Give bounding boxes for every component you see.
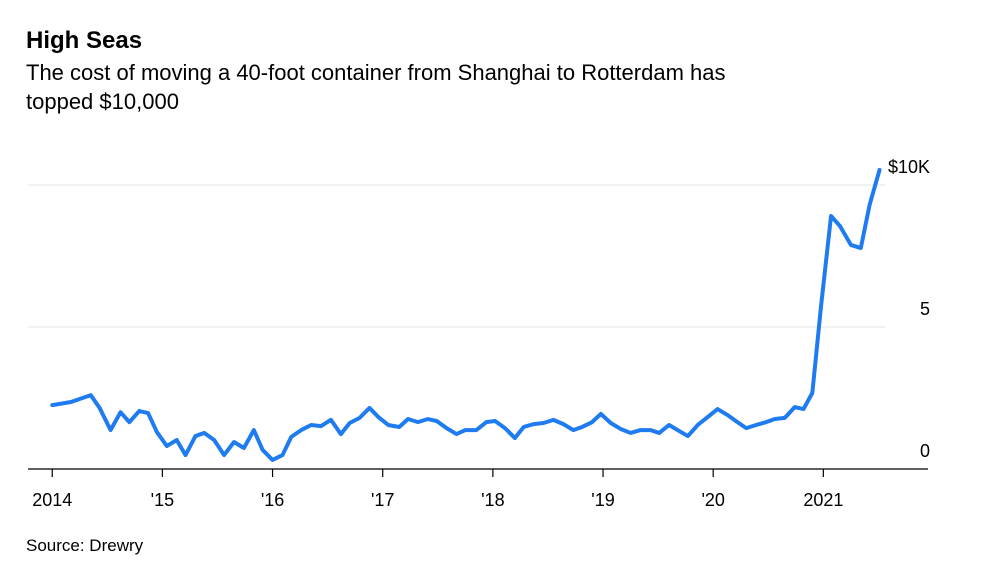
x-tick-label: '17	[371, 490, 394, 510]
x-tick-label: '20	[701, 490, 724, 510]
line-series	[50, 167, 882, 462]
x-tick-label: '18	[481, 490, 504, 510]
x-tick-label: 2014	[32, 490, 72, 510]
y-tick-label: 0	[920, 441, 930, 461]
x-tick-label: '16	[261, 490, 284, 510]
x-tick-label: 2021	[803, 490, 843, 510]
source-note: Source: Drewry	[26, 536, 144, 555]
y-tick-label: $10K	[888, 157, 930, 177]
x-tick-label: '15	[151, 490, 174, 510]
chart-subtitle: The cost of moving a 40-foot container f…	[26, 60, 726, 85]
y-tick-label: 5	[920, 299, 930, 319]
chart-subtitle: topped $10,000	[26, 89, 179, 114]
x-tick-label: '19	[591, 490, 614, 510]
chart-title: High Seas	[26, 27, 142, 54]
